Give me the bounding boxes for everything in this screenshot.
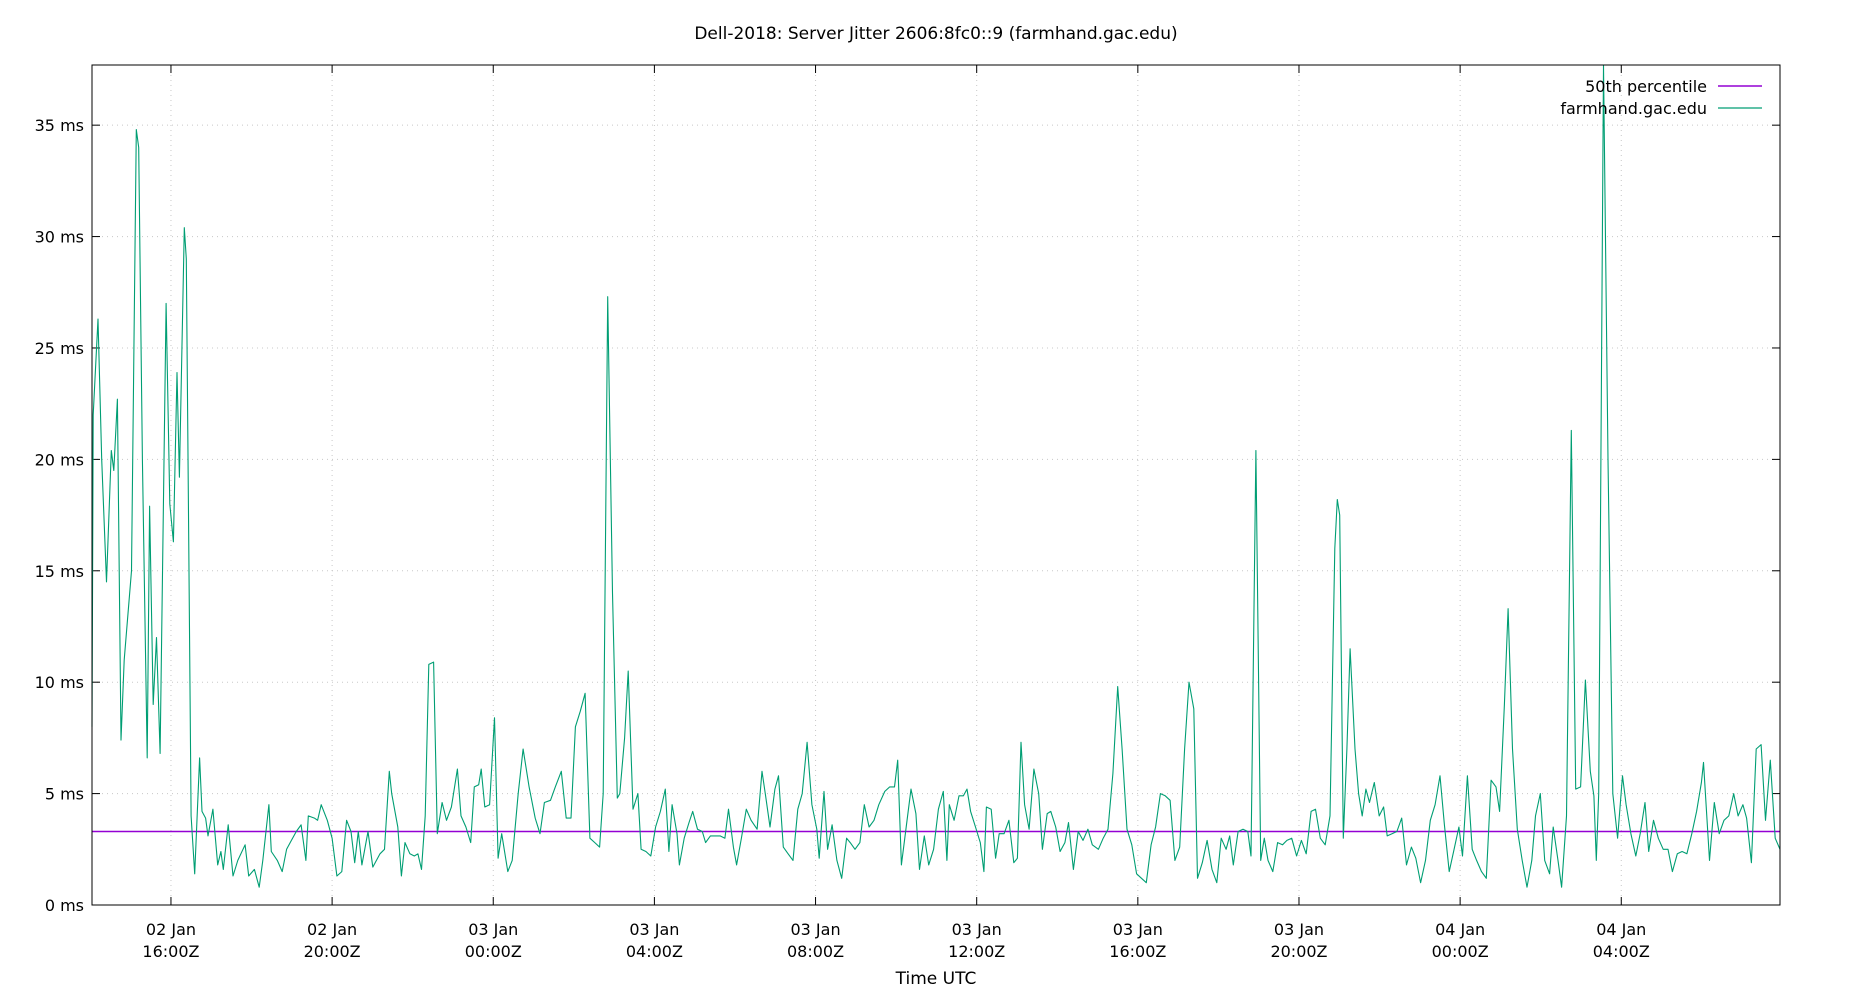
x-tick-time: 20:00Z	[1270, 942, 1327, 961]
x-tick-date: 04 Jan	[1435, 920, 1485, 939]
farmhand-series-line	[91, 64, 1781, 888]
y-tick-label: 30 ms	[35, 228, 84, 247]
x-tick-time: 04:00Z	[626, 942, 683, 961]
legend-label-median: 50th percentile	[1585, 77, 1707, 96]
x-tick-date: 03 Jan	[790, 920, 840, 939]
x-tick-time: 16:00Z	[142, 942, 199, 961]
plot-border	[91, 64, 1781, 906]
y-tick-label: 25 ms	[35, 339, 84, 358]
x-tick-date: 03 Jan	[1113, 920, 1163, 939]
chart-title: Dell-2018: Server Jitter 2606:8fc0::9 (f…	[694, 24, 1177, 44]
series-layer	[91, 64, 1781, 888]
x-tick-time: 08:00Z	[787, 942, 844, 961]
legend-label-farmhand: farmhand.gac.edu	[1560, 99, 1707, 118]
x-tick-time: 00:00Z	[1432, 942, 1489, 961]
legend: 50th percentile farmhand.gac.edu	[1560, 77, 1762, 118]
y-tick-label: 15 ms	[35, 562, 84, 581]
x-tick-date: 02 Jan	[307, 920, 357, 939]
grid-lines	[92, 65, 1780, 905]
x-tick-date: 03 Jan	[629, 920, 679, 939]
x-axis: 02 Jan 16:00Z 02 Jan 20:00Z 03 Jan 00:00Z 03 J…	[142, 65, 1650, 961]
x-tick-time: 00:00Z	[465, 942, 522, 961]
y-tick-label: 0 ms	[45, 896, 84, 915]
y-tick-label: 10 ms	[35, 673, 84, 692]
y-tick-label: 20 ms	[35, 450, 84, 469]
y-axis: 0 ms 5 ms 10 ms 15 ms 20 ms 25 ms 30 ms 35 ms	[35, 116, 1780, 915]
x-tick-date: 03 Jan	[952, 920, 1002, 939]
x-tick-time: 04:00Z	[1593, 942, 1650, 961]
x-tick-date: 03 Jan	[1274, 920, 1324, 939]
x-axis-label: Time UTC	[895, 969, 977, 989]
x-tick-time: 20:00Z	[304, 942, 361, 961]
y-tick-label: 35 ms	[35, 116, 84, 135]
x-tick-date: 03 Jan	[468, 920, 518, 939]
x-tick-date: 02 Jan	[146, 920, 196, 939]
y-tick-label: 5 ms	[45, 785, 84, 804]
x-tick-time: 16:00Z	[1109, 942, 1166, 961]
x-tick-date: 04 Jan	[1596, 920, 1646, 939]
x-tick-time: 12:00Z	[948, 942, 1005, 961]
